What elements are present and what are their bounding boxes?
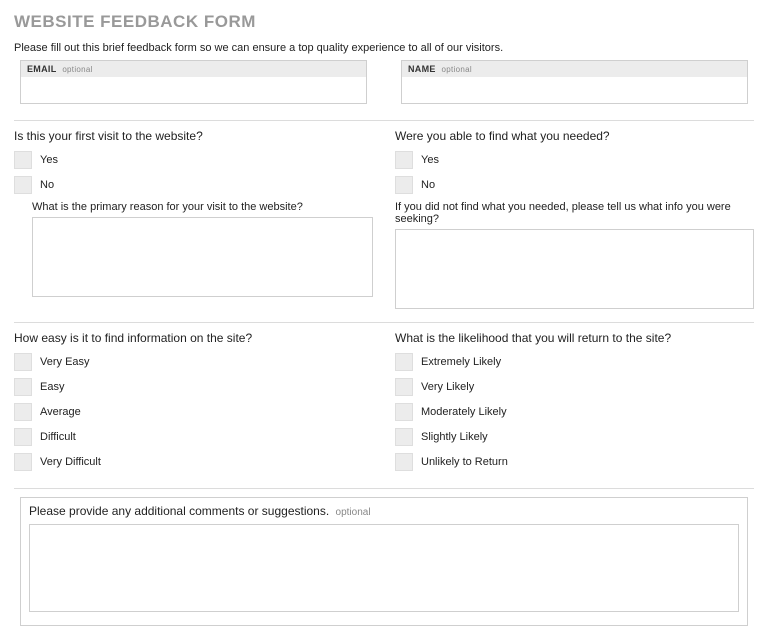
name-optional-text: optional: [442, 65, 472, 74]
comments-label: Please provide any additional comments o…: [29, 504, 739, 518]
email-field-box: EMAIL optional: [20, 60, 367, 104]
q3-option: Difficult: [14, 428, 373, 446]
q3-block: How easy is it to find information on th…: [14, 331, 373, 478]
q2-checkbox-yes[interactable]: [395, 151, 413, 169]
q1-checkbox-no[interactable]: [14, 176, 32, 194]
q3-checkbox-very-difficult[interactable]: [14, 453, 32, 471]
q2-textarea[interactable]: [395, 229, 754, 309]
q4-option-label: Moderately Likely: [421, 406, 507, 418]
q4-option-label: Very Likely: [421, 381, 474, 393]
q3-option-label: Very Easy: [40, 356, 90, 368]
email-input[interactable]: [21, 77, 366, 103]
q4-checkbox-moderately-likely[interactable]: [395, 403, 413, 421]
q4-checkbox-extremely-likely[interactable]: [395, 353, 413, 371]
q3-option-label: Difficult: [40, 431, 76, 443]
q2-sub-label: If you did not find what you needed, ple…: [395, 201, 754, 225]
comments-textarea[interactable]: [29, 524, 739, 612]
q3-option: Easy: [14, 378, 373, 396]
q4-block: What is the likelihood that you will ret…: [395, 331, 754, 478]
q4-checkbox-slightly-likely[interactable]: [395, 428, 413, 446]
q4-option: Very Likely: [395, 378, 754, 396]
q1-option-label: No: [40, 179, 54, 191]
q1-sub-label: What is the primary reason for your visi…: [32, 201, 373, 213]
name-input[interactable]: [402, 77, 747, 103]
email-label: EMAIL: [27, 64, 57, 74]
q3-option-label: Average: [40, 406, 81, 418]
q1-textarea[interactable]: [32, 217, 373, 297]
q1-checkbox-yes[interactable]: [14, 151, 32, 169]
comments-label-text: Please provide any additional comments o…: [29, 504, 329, 518]
q4-option-label: Unlikely to Return: [421, 456, 508, 468]
q4-checkbox-unlikely[interactable]: [395, 453, 413, 471]
q3-option: Very Difficult: [14, 453, 373, 471]
q2-option: No: [395, 176, 754, 194]
comments-block: Please provide any additional comments o…: [20, 497, 748, 626]
q3-checkbox-difficult[interactable]: [14, 428, 32, 446]
q4-checkbox-very-likely[interactable]: [395, 378, 413, 396]
q2-option: Yes: [395, 151, 754, 169]
comments-optional-text: optional: [336, 507, 371, 518]
q4-option-label: Slightly Likely: [421, 431, 488, 443]
q2-option-label: Yes: [421, 154, 439, 166]
page-title: WEBSITE FEEDBACK FORM: [14, 12, 754, 32]
q1-title: Is this your first visit to the website?: [14, 129, 373, 143]
q4-title: What is the likelihood that you will ret…: [395, 331, 754, 345]
q2-title: Were you able to find what you needed?: [395, 129, 754, 143]
intro-text: Please fill out this brief feedback form…: [14, 42, 754, 54]
q2-checkbox-no[interactable]: [395, 176, 413, 194]
q2-block: Were you able to find what you needed? Y…: [395, 129, 754, 312]
q3-option: Very Easy: [14, 353, 373, 371]
q4-option: Unlikely to Return: [395, 453, 754, 471]
q1-option: No: [14, 176, 373, 194]
q3-option: Average: [14, 403, 373, 421]
email-label-bar: EMAIL optional: [21, 61, 366, 77]
q3-checkbox-easy[interactable]: [14, 378, 32, 396]
q3-checkbox-very-easy[interactable]: [14, 353, 32, 371]
name-label-bar: NAME optional: [402, 61, 747, 77]
email-optional-text: optional: [62, 65, 92, 74]
q2-option-label: No: [421, 179, 435, 191]
name-field-box: NAME optional: [401, 60, 748, 104]
name-label: NAME: [408, 64, 436, 74]
divider: [14, 488, 754, 489]
q3-checkbox-average[interactable]: [14, 403, 32, 421]
q1-block: Is this your first visit to the website?…: [14, 129, 373, 312]
divider: [14, 120, 754, 121]
q3-option-label: Easy: [40, 381, 64, 393]
q3-option-label: Very Difficult: [40, 456, 101, 468]
q1-option: Yes: [14, 151, 373, 169]
divider: [14, 322, 754, 323]
q1-option-label: Yes: [40, 154, 58, 166]
q4-option: Extremely Likely: [395, 353, 754, 371]
q3-title: How easy is it to find information on th…: [14, 331, 373, 345]
q4-option-label: Extremely Likely: [421, 356, 501, 368]
q4-option: Moderately Likely: [395, 403, 754, 421]
q4-option: Slightly Likely: [395, 428, 754, 446]
